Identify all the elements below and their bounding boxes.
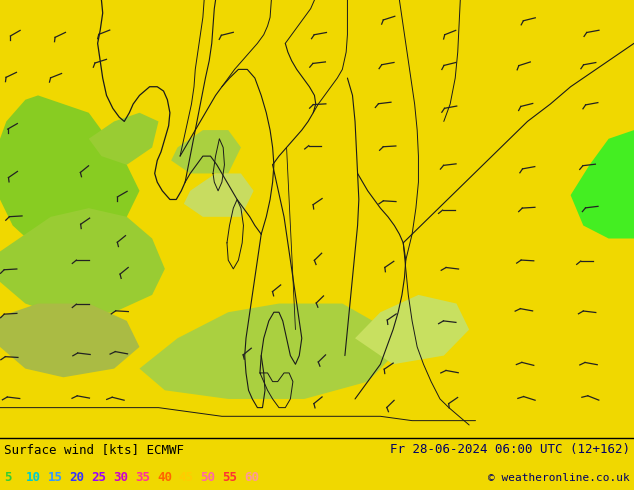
Text: 50: 50	[200, 471, 216, 484]
Text: 35: 35	[135, 471, 150, 484]
Text: Fr 28-06-2024 06:00 UTC (12+162): Fr 28-06-2024 06:00 UTC (12+162)	[390, 443, 630, 456]
Text: 10: 10	[25, 471, 41, 484]
Text: 45: 45	[179, 471, 194, 484]
Polygon shape	[355, 295, 469, 364]
Text: 5: 5	[4, 471, 11, 484]
Text: 30: 30	[113, 471, 128, 484]
Polygon shape	[0, 304, 139, 377]
Polygon shape	[171, 130, 241, 173]
Text: 25: 25	[91, 471, 107, 484]
Polygon shape	[0, 96, 139, 247]
Text: 40: 40	[157, 471, 172, 484]
Text: Surface wind [kts] ECMWF: Surface wind [kts] ECMWF	[4, 443, 184, 456]
Text: 20: 20	[69, 471, 84, 484]
Text: 60: 60	[244, 471, 259, 484]
Text: 55: 55	[223, 471, 238, 484]
Text: 15: 15	[48, 471, 63, 484]
Polygon shape	[139, 304, 393, 399]
Polygon shape	[184, 173, 254, 217]
Polygon shape	[0, 208, 165, 317]
Polygon shape	[89, 113, 158, 165]
Text: © weatheronline.co.uk: © weatheronline.co.uk	[488, 472, 630, 483]
Polygon shape	[571, 130, 634, 239]
